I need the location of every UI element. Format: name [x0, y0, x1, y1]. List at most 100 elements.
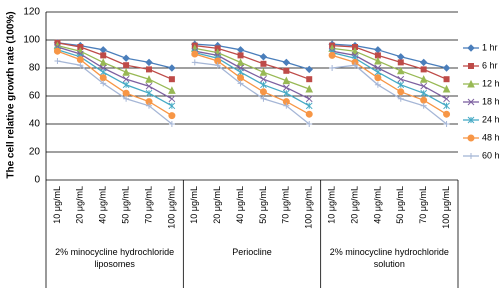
marker	[259, 88, 267, 96]
marker	[420, 82, 428, 90]
x-tick-label: 10 μg/mL	[326, 186, 336, 224]
marker	[374, 74, 382, 82]
group-label-box: 2% minocycline hydrochloride liposomes	[55, 247, 175, 269]
marker	[146, 102, 152, 109]
line	[194, 44, 310, 80]
legend-marker	[468, 63, 474, 69]
marker	[283, 102, 290, 109]
x-tick-label: 50 μg/mL	[258, 186, 268, 224]
x-tick-label: 20 μg/mL	[349, 186, 359, 224]
x-tick-label: 20 μg/mL	[75, 186, 85, 224]
marker	[305, 65, 313, 74]
marker	[282, 76, 291, 85]
marker	[259, 68, 268, 76]
line	[57, 46, 173, 100]
marker	[283, 67, 290, 74]
marker	[214, 62, 221, 69]
x-tick-label: 40 μg/mL	[372, 186, 382, 224]
line	[57, 50, 173, 117]
line	[332, 44, 447, 80]
marker	[260, 81, 267, 89]
legend-marker	[467, 116, 475, 124]
marker	[191, 59, 198, 66]
marker	[374, 46, 382, 54]
marker	[282, 58, 291, 67]
marker	[282, 89, 290, 97]
x-tick-label: 50 μg/mL	[395, 186, 405, 224]
marker	[191, 50, 199, 58]
marker	[168, 121, 175, 127]
marker	[123, 62, 130, 69]
legend-label: 24 hr	[482, 114, 500, 124]
marker	[168, 102, 176, 110]
marker	[99, 68, 107, 76]
marker	[443, 76, 450, 83]
marker	[328, 51, 336, 59]
legend-label: 1 hr	[482, 42, 498, 52]
series	[53, 47, 451, 120]
marker	[305, 84, 314, 93]
legend-marker	[468, 153, 474, 159]
marker	[420, 66, 427, 73]
marker	[53, 47, 61, 55]
marker	[236, 58, 245, 66]
marker	[122, 75, 130, 83]
marker	[442, 64, 451, 72]
marker	[420, 102, 427, 109]
marker	[99, 74, 107, 82]
marker	[145, 75, 153, 83]
line	[57, 42, 173, 80]
marker	[77, 62, 84, 69]
line	[332, 43, 447, 69]
marker	[443, 110, 451, 118]
x-tick-label: 100 μg/mL	[441, 186, 451, 229]
marker	[397, 88, 405, 96]
marker	[259, 53, 268, 61]
y-tick-label: 60	[29, 91, 41, 102]
x-tick-label: 100 μg/mL	[304, 186, 314, 229]
marker	[374, 68, 382, 76]
line	[194, 53, 310, 115]
marker	[122, 81, 130, 89]
marker	[306, 76, 313, 83]
marker	[420, 96, 428, 104]
marker	[168, 112, 176, 120]
marker	[397, 53, 405, 61]
marker	[443, 102, 450, 110]
x-tick-label: 10 μg/mL	[189, 186, 199, 224]
marker	[329, 65, 336, 71]
series	[54, 58, 450, 127]
legend-label: 12 hr	[482, 78, 500, 88]
x-tick-label: 70 μg/mL	[281, 186, 291, 224]
marker	[237, 52, 244, 59]
line	[194, 50, 310, 100]
legend-label: 6 hr	[482, 60, 498, 70]
line	[331, 54, 447, 115]
marker	[122, 89, 130, 97]
series	[54, 46, 450, 110]
x-tick-label: 20 μg/mL	[212, 186, 222, 224]
marker	[122, 54, 130, 62]
y-tick-label: 20	[29, 147, 41, 158]
x-tick-label: 10 μg/mL	[52, 186, 62, 224]
marker	[420, 89, 428, 97]
marker	[100, 52, 107, 59]
group-label: 2% minocycline hydrochloride liposomes	[55, 247, 175, 269]
marker	[54, 58, 61, 64]
marker	[306, 121, 313, 127]
x-tick-label: 100 μg/mL	[166, 186, 176, 229]
marker	[236, 46, 245, 54]
line	[57, 60, 173, 125]
marker	[260, 75, 267, 83]
marker	[374, 81, 381, 88]
marker	[397, 59, 404, 66]
marker	[351, 47, 359, 55]
marker	[168, 64, 176, 72]
x-tick-label: 70 μg/mL	[418, 186, 428, 224]
y-tick-label: 80	[29, 63, 41, 74]
marker	[397, 95, 404, 102]
y-tick-label: 0	[34, 175, 40, 186]
series	[54, 43, 450, 103]
series	[54, 39, 450, 83]
group-label-box: Periocline	[232, 247, 272, 257]
